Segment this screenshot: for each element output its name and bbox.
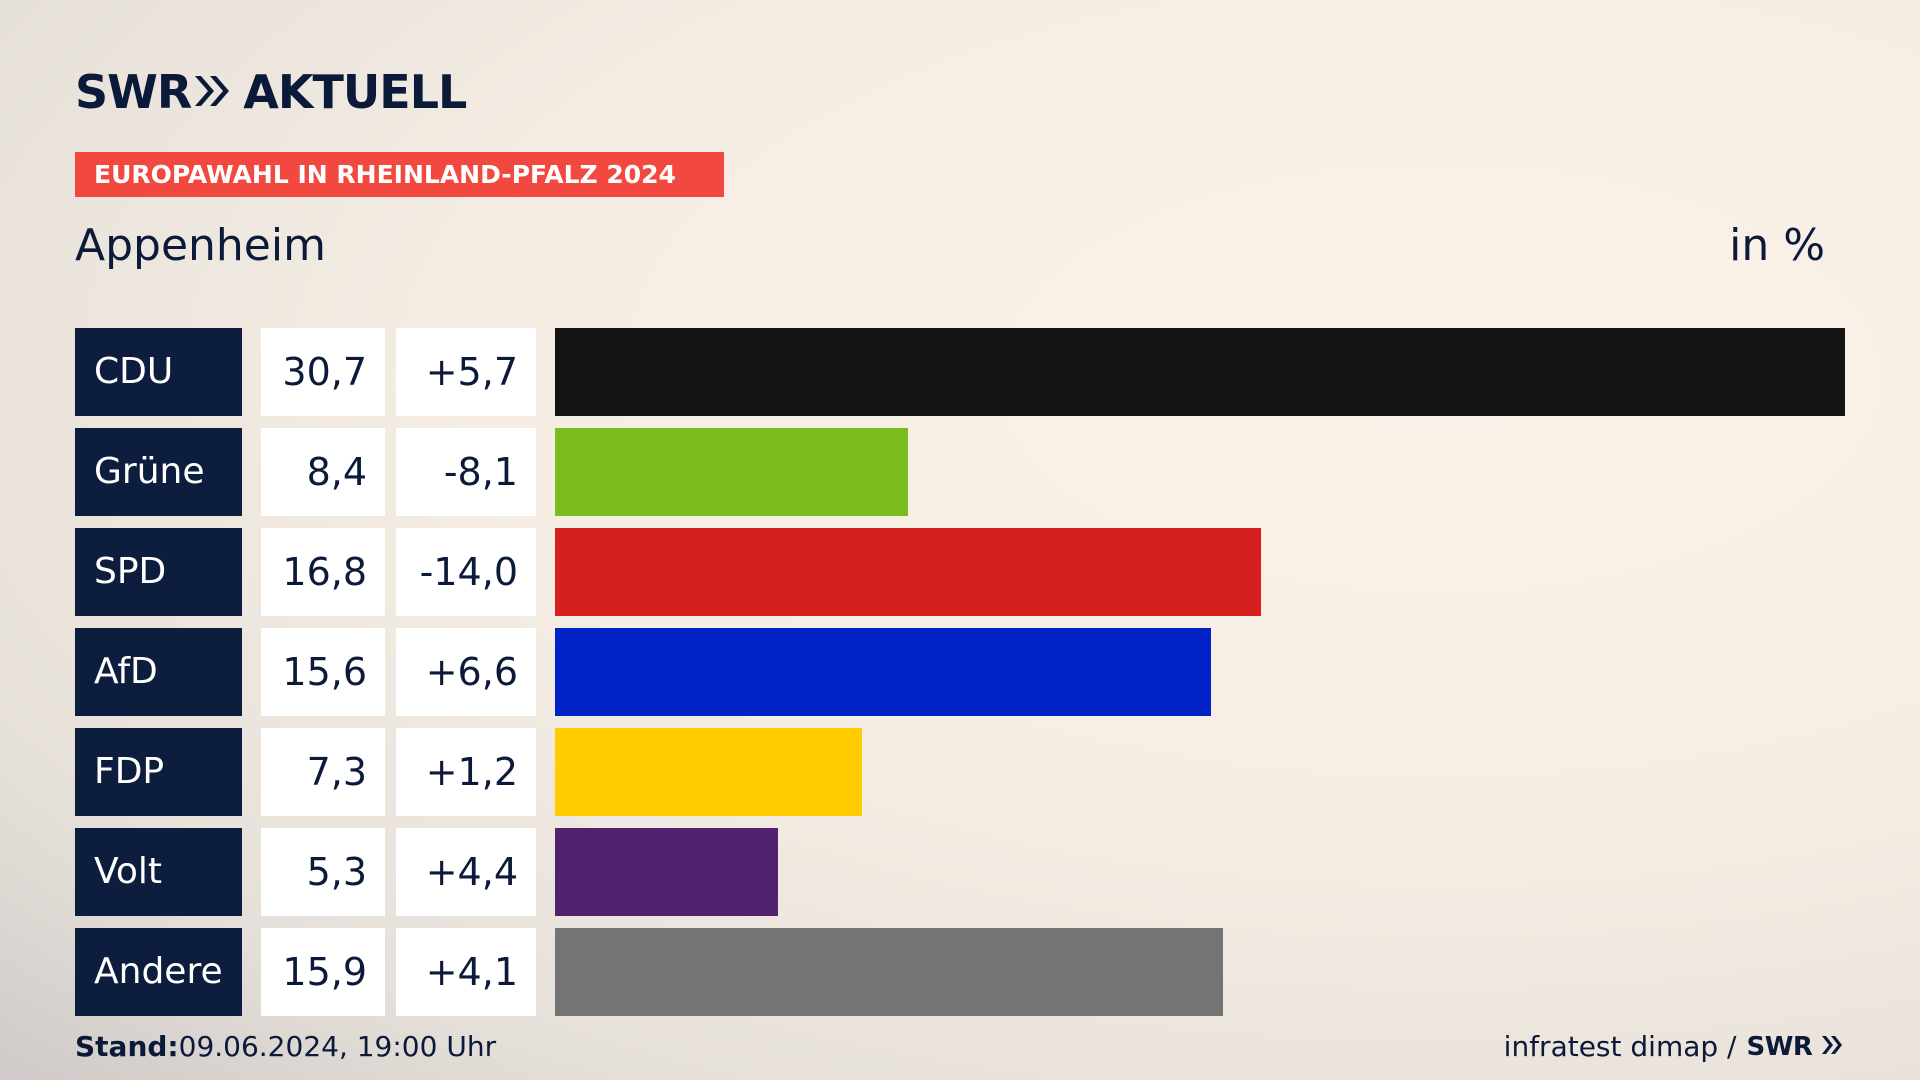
double-chevron-icon [193, 65, 231, 119]
result-row: Andere 15,9 +4,1 [75, 928, 1845, 1016]
timestamp: Stand:09.06.2024, 19:00 Uhr [75, 1030, 496, 1063]
change-label: -8,1 [396, 428, 536, 516]
party-label: SPD [75, 528, 242, 616]
vote-share-label: 30,7 [261, 328, 385, 416]
vote-share-bar [555, 928, 1223, 1016]
vote-share-bar [555, 628, 1211, 716]
result-row: Grüne 8,4 -8,1 [75, 428, 1845, 516]
change-label: +4,1 [396, 928, 536, 1016]
result-row: Volt 5,3 +4,4 [75, 828, 1845, 916]
vote-share-label: 7,3 [261, 728, 385, 816]
change-label: +5,7 [396, 328, 536, 416]
logo-aktuell-text: AKTUELL [243, 65, 467, 119]
logo-swr-text: SWR [75, 65, 192, 119]
result-row: FDP 7,3 +1,2 [75, 728, 1845, 816]
swr-small-logo: SWR [1747, 1032, 1846, 1062]
vote-share-bar [555, 828, 778, 916]
stand-label: Stand: [75, 1030, 179, 1063]
party-label: AfD [75, 628, 242, 716]
change-label: +1,2 [396, 728, 536, 816]
source-credit: infratest dimap / SWR [1504, 1030, 1845, 1063]
change-label: +6,6 [396, 628, 536, 716]
party-label: Andere [75, 928, 242, 1016]
change-label: -14,0 [396, 528, 536, 616]
result-row: SPD 16,8 -14,0 [75, 528, 1845, 616]
small-chevron-icon [1822, 1035, 1842, 1054]
vote-share-bar [555, 428, 908, 516]
result-row: AfD 15,6 +6,6 [75, 628, 1845, 716]
source-text: infratest dimap / [1503, 1030, 1737, 1063]
party-label: Grüne [75, 428, 242, 516]
vote-share-label: 16,8 [261, 528, 385, 616]
swr-aktuell-logo: SWR AKTUELL [75, 65, 467, 119]
vote-share-bar [555, 328, 1845, 416]
unit-label: in % [1729, 220, 1825, 271]
party-label: Volt [75, 828, 242, 916]
vote-share-label: 15,6 [261, 628, 385, 716]
party-label: FDP [75, 728, 242, 816]
swr-small-text: SWR [1746, 1031, 1813, 1062]
vote-share-bar [555, 528, 1261, 616]
vote-share-bar [555, 728, 862, 816]
party-label: CDU [75, 328, 242, 416]
vote-share-label: 8,4 [261, 428, 385, 516]
vote-share-label: 15,9 [261, 928, 385, 1016]
vote-share-label: 5,3 [261, 828, 385, 916]
election-tag: EUROPAWAHL IN RHEINLAND-PFALZ 2024 [75, 152, 724, 197]
place-title: Appenheim [75, 220, 326, 271]
change-label: +4,4 [396, 828, 536, 916]
stand-value: 09.06.2024, 19:00 Uhr [178, 1030, 497, 1063]
result-row: CDU 30,7 +5,7 [75, 328, 1845, 416]
